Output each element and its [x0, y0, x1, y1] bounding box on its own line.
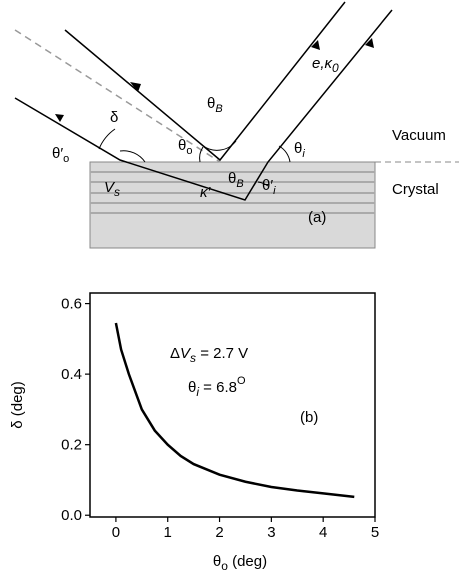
beam-base: e,κ	[312, 55, 334, 72]
chart: ΔVs = 2.7 V θi = 6.8O (b) θo (deg) δ (de…	[9, 292, 379, 573]
ann-pre: Δ	[170, 345, 180, 362]
panel-label: (a)	[308, 209, 326, 226]
annotation: θi = 6.8O	[188, 375, 246, 399]
panel-label: (b)	[300, 409, 318, 426]
x-label-base: θ	[213, 553, 221, 570]
x-label-post: (deg)	[228, 553, 267, 570]
x-tick-label: 0	[112, 524, 120, 541]
theta-base: θ	[178, 137, 186, 154]
theta-base: θ	[294, 140, 302, 157]
theta-i-prime-label: θ′i	[262, 177, 276, 197]
theta-i-label: θi	[294, 140, 305, 160]
crystal-block	[89, 161, 376, 249]
x-axis-label: θo (deg)	[213, 553, 267, 573]
ann-sub: i	[196, 385, 199, 399]
theta-base: θ	[207, 95, 215, 112]
sub: i	[302, 148, 305, 160]
diagram: δ θ′o θo θB θi θ′i θB κ′ Vs e,κ0 Vacuum …	[14, 1, 459, 249]
x-tick-label: 3	[267, 524, 275, 541]
x-tick-label: 2	[215, 524, 223, 541]
ann-var: θ	[188, 379, 196, 396]
y-tick-label: 0.0	[61, 507, 82, 524]
prime: ′	[270, 177, 273, 194]
theta-b-label: θB	[207, 95, 223, 115]
sub: i	[273, 185, 276, 197]
vacuum-label: Vacuum	[392, 127, 446, 144]
crystal-label: Crystal	[392, 181, 439, 198]
x-tick-label: 5	[371, 524, 379, 541]
v-base: V	[104, 179, 116, 196]
beam-label: e,κ0	[312, 55, 339, 75]
x-label-sub: o	[221, 559, 228, 573]
annotation: ΔVs = 2.7 V	[170, 345, 248, 365]
ann-post: = 2.7 V	[196, 345, 248, 362]
plot-frame	[89, 292, 376, 518]
ann-sup: O	[237, 375, 246, 387]
x-tick-label: 1	[164, 524, 172, 541]
ann-sub: s	[190, 351, 196, 365]
kappa-prime-label: κ′	[200, 184, 212, 201]
prime: ′	[60, 145, 63, 162]
sub: 0	[332, 61, 339, 75]
vs-label: Vs	[104, 179, 120, 199]
sub: o	[186, 145, 192, 157]
theta-base: θ	[262, 177, 270, 194]
sub: s	[114, 185, 120, 199]
arrows	[55, 38, 374, 122]
ann-var: V	[180, 345, 192, 362]
crystal-layers	[90, 171, 375, 214]
angle-arcs	[98, 128, 291, 187]
virtual-beam	[14, 29, 221, 163]
theta-o-prime-label: θ′o	[52, 145, 69, 165]
y-tick-label: 0.4	[61, 366, 82, 383]
x-tick-label: 4	[319, 524, 327, 541]
sub: B	[236, 178, 243, 190]
y-tick-label: 0.2	[61, 437, 82, 454]
theta-o-label: θo	[178, 137, 192, 157]
sub: o	[63, 153, 69, 165]
y-tick-label: 0.6	[61, 296, 82, 313]
theta-base: θ	[52, 145, 60, 162]
y-axis-label: δ (deg)	[9, 381, 26, 429]
beams	[14, 1, 393, 201]
sub: B	[215, 103, 222, 115]
theta-b-inner-label: θB	[228, 170, 244, 190]
delta-label: δ	[110, 109, 118, 126]
theta-base: θ	[228, 170, 236, 187]
curve	[114, 322, 355, 499]
ann-post: = 6.8	[199, 379, 237, 396]
